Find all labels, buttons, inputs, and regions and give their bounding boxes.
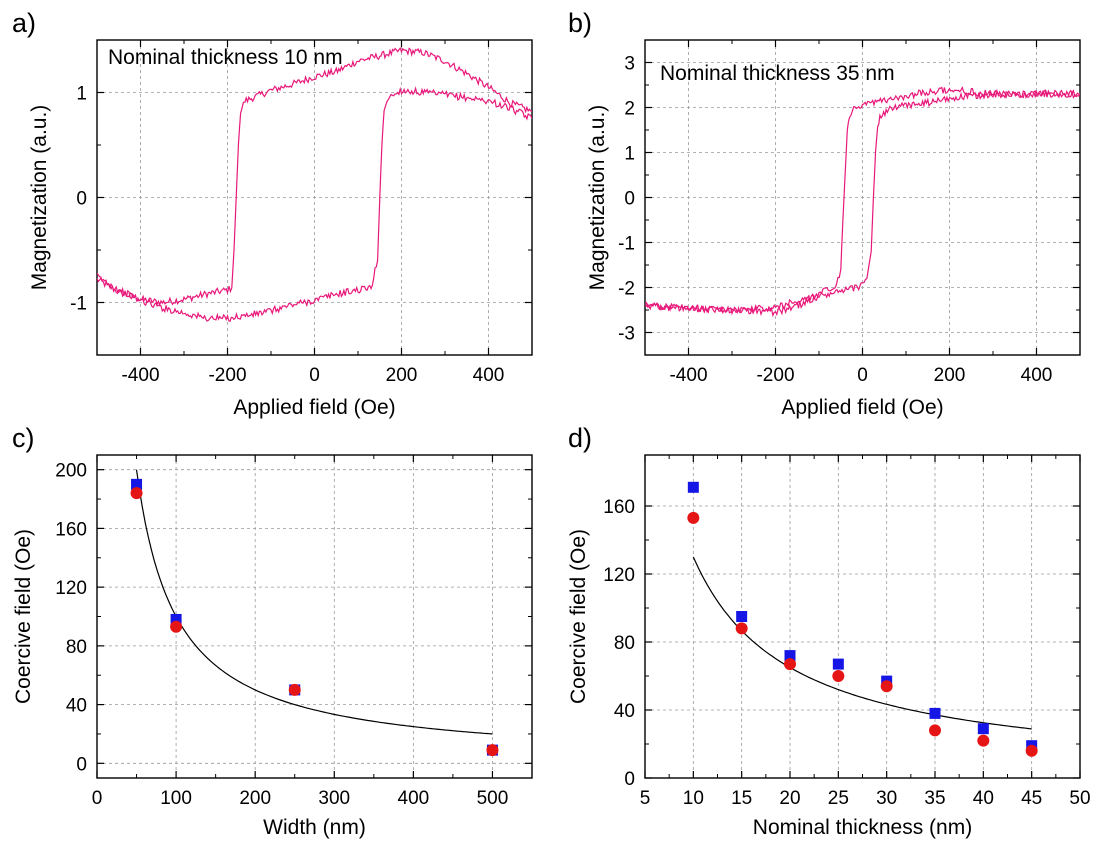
data-point-square xyxy=(736,611,748,622)
hysteresis-branch-1 xyxy=(645,85,1080,315)
y-tick-label: 0 xyxy=(624,189,635,210)
data-point-circle xyxy=(288,683,301,696)
panel-2: -400 -200 0 200 400 -3 -2 -1 0 1 2 3 Applied field (… xyxy=(568,8,1081,419)
data-point-circle xyxy=(880,680,893,693)
y-tick-label: 160 xyxy=(55,519,87,540)
x-tick-label: 45 xyxy=(1021,788,1042,809)
data-point-square xyxy=(832,658,844,670)
y-tick-label: 0 xyxy=(624,769,635,790)
y-tick-label: 200 xyxy=(55,461,87,482)
y-tick-label: -1 xyxy=(70,294,87,315)
x-axis-label: Applied field (Oe) xyxy=(781,396,943,419)
x-tick-label: 400 xyxy=(398,788,430,809)
x-tick-label: 200 xyxy=(386,365,418,386)
data-point-square xyxy=(170,613,182,625)
y-tick-label: 3 xyxy=(624,54,635,75)
thickness-annotation: Nominal thickness 35 nm xyxy=(660,62,895,85)
data-point-circle xyxy=(784,658,796,671)
x-tick-label: -200 xyxy=(208,365,246,386)
data-point-circle xyxy=(832,670,845,682)
x-axis-label: Applied field (Oe) xyxy=(233,396,395,419)
fit-curve xyxy=(135,469,493,735)
x-tick-label: 400 xyxy=(1021,365,1053,386)
x-tick-label: 200 xyxy=(239,788,271,809)
plot-area xyxy=(645,85,1080,318)
x-axis-label: Nominal thickness (nm) xyxy=(753,816,972,839)
y-tick-label: 40 xyxy=(614,701,635,722)
plot-area xyxy=(97,46,532,322)
x-tick-label: 500 xyxy=(477,788,509,809)
y-tick-label: -2 xyxy=(618,279,635,300)
plot-frame xyxy=(644,454,1081,779)
panel-1: -400 -200 0 200 400 -1 0 1 Applied field (Oe) Mag… xyxy=(12,8,533,419)
plot-area xyxy=(130,469,499,757)
y-tick-label: 40 xyxy=(66,696,87,717)
x-tick-label: 50 xyxy=(1069,788,1090,809)
panel-3: 0 100 200 300 400 500 0 40 80 120 160 200 Width (nm)… xyxy=(12,423,533,839)
panel-4: 5 10 15 20 25 30 35 40 45 50 0 40 80 120 160 Nominal th… xyxy=(567,423,1091,839)
x-tick-label: 300 xyxy=(318,788,350,809)
x-tick-label: 0 xyxy=(309,365,320,386)
y-tick-label: 0 xyxy=(76,754,87,775)
y-tick-label: 120 xyxy=(603,565,635,586)
thickness-annotation: Nominal thickness 10 nm xyxy=(108,46,343,69)
x-tick-label: 35 xyxy=(924,788,945,809)
x-tick-label: 15 xyxy=(731,788,752,809)
hysteresis-branch-2 xyxy=(645,88,1080,318)
y-axis-label: Coercive field (Oe) xyxy=(567,529,590,704)
x-tick-label: 0 xyxy=(857,365,868,386)
panel-label: b) xyxy=(568,8,592,38)
x-tick-label: -200 xyxy=(756,365,794,386)
x-tick-label: 20 xyxy=(779,788,800,809)
panel-label: c) xyxy=(12,423,35,453)
hysteresis-branch-2 xyxy=(97,86,532,322)
x-axis-label: Width (nm) xyxy=(263,816,366,839)
data-point-square xyxy=(131,478,143,490)
hysteresis-branch-1 xyxy=(97,46,532,307)
data-point-circle xyxy=(735,622,748,635)
fit-curve xyxy=(692,556,1032,730)
y-tick-label: -3 xyxy=(618,324,635,345)
x-tick-label: 40 xyxy=(973,788,994,809)
plot-area xyxy=(687,481,1038,757)
x-tick-label: 100 xyxy=(160,788,192,809)
data-point-circle xyxy=(977,734,990,747)
data-point-circle xyxy=(1025,744,1038,757)
data-point-square xyxy=(687,481,699,493)
plot-frame xyxy=(96,454,533,779)
y-axis-label: Coercive field (Oe) xyxy=(12,529,35,704)
x-tick-label: 5 xyxy=(640,788,651,809)
x-tick-label: 25 xyxy=(828,788,849,809)
y-tick-label: 0 xyxy=(76,189,87,210)
x-tick-label: 30 xyxy=(876,788,897,809)
y-tick-label: 80 xyxy=(614,633,635,654)
x-tick-label: -400 xyxy=(121,365,159,386)
data-point-square xyxy=(929,707,941,719)
data-point-square xyxy=(784,650,796,662)
data-point-circle xyxy=(170,620,183,633)
y-tick-label: 120 xyxy=(55,578,87,599)
y-axis-label: Magnetization (a.u.) xyxy=(586,105,609,291)
y-axis-label: Magnetization (a.u.) xyxy=(28,105,51,291)
x-tick-label: -400 xyxy=(669,365,707,386)
x-tick-label: 10 xyxy=(683,788,704,809)
panel-label: d) xyxy=(568,423,592,453)
data-point-circle xyxy=(486,744,499,757)
y-tick-label: -1 xyxy=(618,234,635,255)
data-point-circle xyxy=(130,487,143,500)
y-tick-label: 160 xyxy=(603,497,635,518)
y-tick-label: 1 xyxy=(76,84,87,105)
x-tick-label: 0 xyxy=(92,788,103,809)
y-tick-label: 2 xyxy=(624,99,635,120)
data-point-square xyxy=(977,723,989,735)
y-tick-label: 80 xyxy=(66,637,87,658)
y-tick-label: 1 xyxy=(624,144,635,165)
x-tick-label: 200 xyxy=(934,365,966,386)
data-point-circle xyxy=(929,724,941,737)
x-tick-label: 400 xyxy=(473,365,505,386)
panel-label: a) xyxy=(12,8,36,38)
data-point-circle xyxy=(687,511,700,524)
